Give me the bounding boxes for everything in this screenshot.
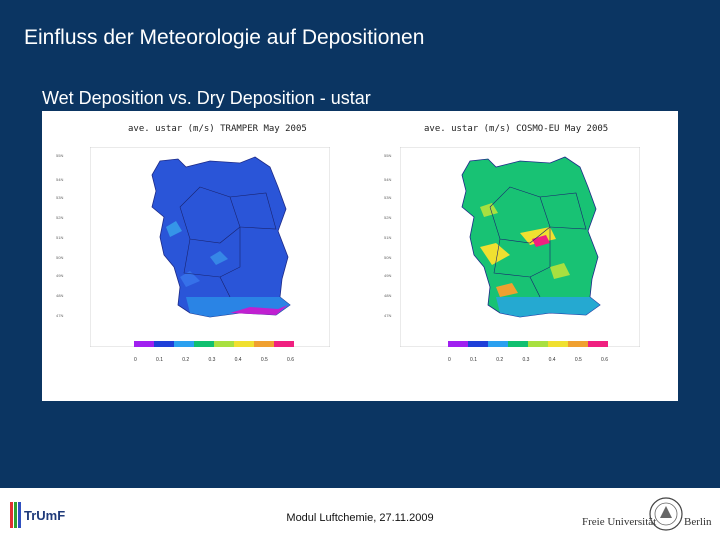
colorbar-swatch: [548, 341, 568, 347]
germany-map-left: [90, 147, 330, 347]
footer-text: Modul Luftchemie, 27.11.2009: [286, 512, 434, 524]
colorbar-swatch: [508, 341, 528, 347]
colorbar-swatch: [488, 341, 508, 347]
colorbar-swatch: [588, 341, 608, 347]
colorbar-swatch: [274, 341, 294, 347]
panel-title-left: ave. ustar (m/s) TRAMPER May 2005: [128, 124, 307, 134]
fu-berlin-logo-text-1: Freie Universität: [582, 516, 657, 528]
colorbar-labels-right: 0 0.1 0.2 0.3 0.4 0.5 0.6: [448, 357, 608, 363]
trumf-logo-text: TrUmF: [24, 508, 65, 523]
colorbar-swatch: [214, 341, 234, 347]
fu-berlin-logo: Freie Universität Berlin: [582, 492, 714, 536]
colorbar-labels-left: 0 0.1 0.2 0.3 0.4 0.5 0.6: [134, 357, 294, 363]
colorbar-left: [134, 341, 294, 347]
colorbar-swatch: [134, 341, 154, 347]
colorbar-right: [448, 341, 608, 347]
panel-title-right: ave. ustar (m/s) COSMO-EU May 2005: [424, 124, 609, 134]
colorbar-swatch: [448, 341, 468, 347]
colorbar-swatch: [154, 341, 174, 347]
footer-bar: TrUmF Modul Luftchemie, 27.11.2009 Freie…: [0, 488, 720, 540]
trumf-logo: TrUmF: [10, 502, 65, 528]
fu-seal-icon: [649, 497, 683, 531]
slide-title: Einfluss der Meteorologie auf Deposition…: [24, 26, 425, 49]
germany-map-right: [400, 147, 640, 347]
colorbar-swatch: [568, 341, 588, 347]
slide-subtitle: Wet Deposition vs. Dry Deposition - usta…: [42, 88, 371, 108]
colorbar-swatch: [528, 341, 548, 347]
fu-berlin-logo-text-2: Berlin: [684, 516, 712, 528]
colorbar-swatch: [234, 341, 254, 347]
colorbar-swatch: [194, 341, 214, 347]
figure-panel: ave. ustar (m/s) TRAMPER May 2005 55N 54…: [42, 111, 678, 401]
colorbar-swatch: [254, 341, 274, 347]
colorbar-swatch: [468, 341, 488, 347]
colorbar-swatch: [174, 341, 194, 347]
